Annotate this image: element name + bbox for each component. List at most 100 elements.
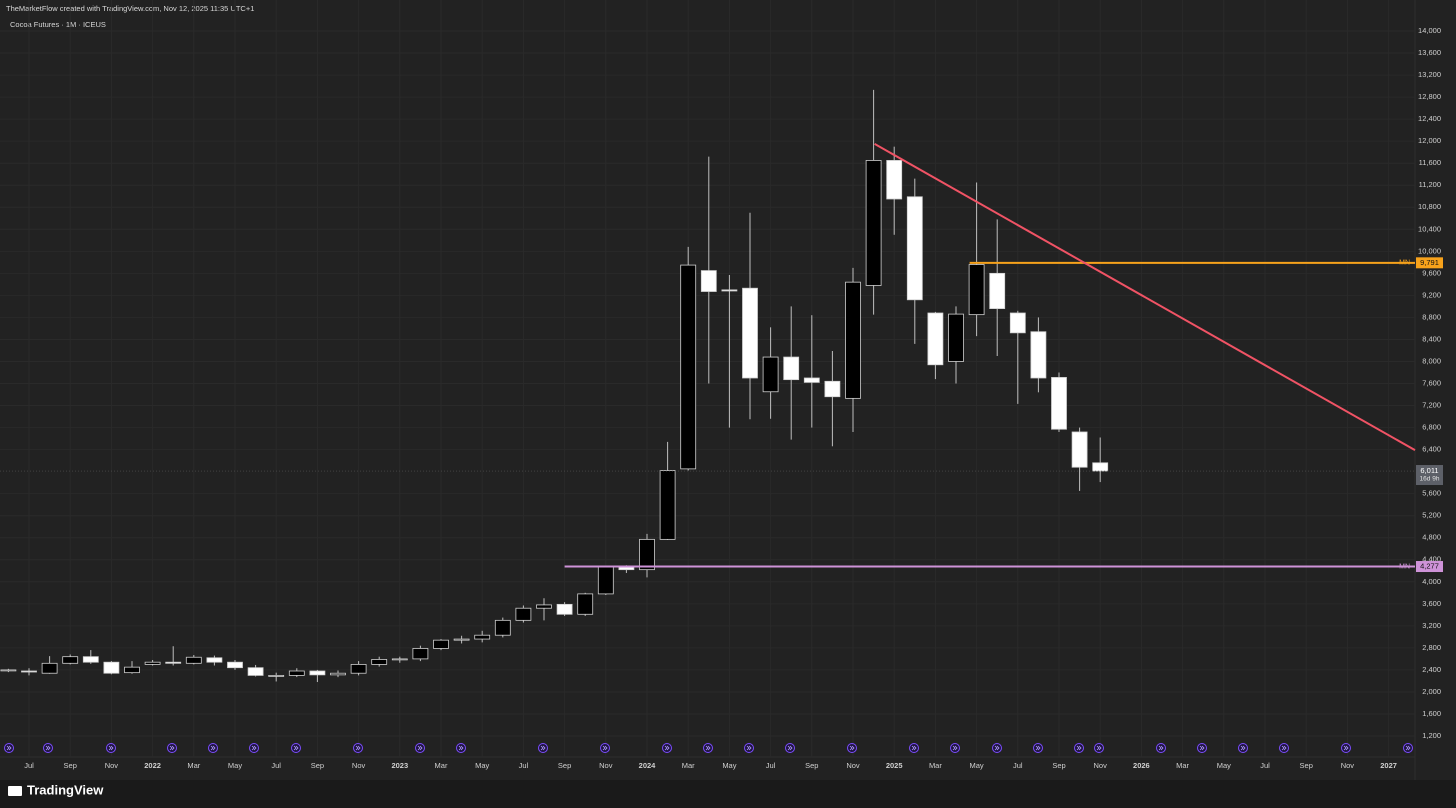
level-name: MN [1399, 260, 1410, 267]
footer-bar [0, 780, 1456, 808]
x-tick-label: Jul [1260, 761, 1270, 770]
y-tick-label: 12,000 [1418, 136, 1441, 145]
x-tick-label: Nov [1341, 761, 1355, 770]
event-icon-arrow [169, 745, 175, 751]
x-tick-label: Mar [682, 761, 695, 770]
candle-body [906, 196, 923, 301]
x-tick-label: Nov [105, 761, 119, 770]
candle-body [783, 356, 800, 381]
candle-body [865, 160, 882, 286]
x-tick-label: Jul [24, 761, 34, 770]
candle-body [0, 669, 17, 672]
chart-title: Cocoa Futures · 1M · ICEUS [10, 20, 106, 29]
x-tick-label: Jul [766, 761, 776, 770]
x-tick-label: 2025 [886, 761, 903, 770]
level-price-box [1416, 561, 1443, 573]
candle-body [845, 281, 861, 399]
level-price-label: 9,791 [1420, 258, 1439, 267]
event-icon-arrow [602, 745, 608, 751]
event-icon-arrow [6, 745, 12, 751]
x-tick-label: 2022 [144, 761, 161, 770]
candle-body [124, 666, 140, 674]
y-tick-label: 3,600 [1422, 599, 1441, 608]
event-icon-arrow [417, 745, 423, 751]
x-tick-label: May [722, 761, 736, 770]
y-tick-label: 8,400 [1422, 334, 1441, 343]
x-tick-label: Sep [805, 761, 818, 770]
candle-body [721, 289, 738, 292]
plot-background [0, 0, 1456, 780]
x-tick-label: Jul [1013, 761, 1023, 770]
candle-body [185, 656, 202, 664]
x-tick-label: 2027 [1380, 761, 1397, 770]
candle-body [762, 356, 779, 393]
candle-body [82, 656, 99, 663]
candle-body [309, 670, 326, 676]
candle-body [165, 661, 182, 664]
candle-body [1092, 462, 1109, 472]
candle-body [41, 662, 58, 674]
event-icon-arrow [108, 745, 114, 751]
x-tick-label: May [970, 761, 984, 770]
event-icon-arrow [952, 745, 958, 751]
candle-body [989, 272, 1006, 309]
candle-body [536, 604, 552, 609]
candle-body [268, 675, 285, 677]
y-tick-label: 5,200 [1422, 511, 1441, 520]
y-tick-label: 10,800 [1418, 202, 1441, 211]
y-tick-label: 10,400 [1418, 224, 1441, 233]
footer-brand: TradingView [27, 782, 104, 797]
x-tick-label: May [475, 761, 489, 770]
candle-body [206, 657, 223, 663]
x-tick-label: Sep [311, 761, 324, 770]
candle-body [639, 538, 655, 571]
candle-body [350, 663, 367, 674]
event-icon-arrow [1096, 745, 1102, 751]
x-tick-label: Mar [187, 761, 200, 770]
event-icon-arrow [705, 745, 711, 751]
y-tick-label: 13,200 [1418, 70, 1441, 79]
y-tick-label: 8,000 [1422, 356, 1441, 365]
candle-body [474, 634, 491, 640]
event-icon-arrow [911, 745, 917, 751]
level-price-box [1416, 257, 1443, 269]
logo-icon [8, 786, 22, 796]
candle-body [824, 380, 841, 398]
candle-body [948, 313, 964, 362]
x-tick-label: Mar [1176, 761, 1189, 770]
candle-body [927, 312, 944, 366]
level-name: MN [1399, 563, 1410, 570]
event-icon-arrow [1240, 745, 1246, 751]
y-tick-label: 3,200 [1422, 621, 1441, 630]
candle-body [21, 670, 37, 673]
candle-body [433, 639, 449, 649]
y-tick-label: 4,000 [1422, 577, 1441, 586]
candle-body [453, 638, 470, 641]
y-tick-label: 11,200 [1419, 180, 1441, 189]
countdown: 16d 9h [1420, 476, 1440, 483]
y-tick-label: 2,000 [1422, 687, 1441, 696]
event-icon-arrow [210, 745, 216, 751]
candle-body [700, 270, 717, 292]
candle-body [1030, 331, 1047, 379]
candle-body [412, 648, 429, 660]
x-tick-label: Nov [1094, 761, 1108, 770]
x-tick-label: Nov [846, 761, 860, 770]
event-icon-arrow [1343, 745, 1349, 751]
y-tick-label: 4,400 [1422, 555, 1441, 564]
y-tick-label: 8,800 [1422, 312, 1441, 321]
candle-body [1009, 312, 1026, 334]
y-tick-label: 1,600 [1422, 709, 1441, 718]
event-icon-arrow [1035, 745, 1041, 751]
x-tick-label: Sep [1300, 761, 1313, 770]
event-icon-arrow [1158, 745, 1164, 751]
y-tick-label: 12,800 [1418, 92, 1441, 101]
candle-body [577, 593, 594, 615]
event-icon-arrow [1076, 745, 1082, 751]
y-tick-label: 14,000 [1418, 26, 1441, 35]
event-icon-arrow [293, 745, 299, 751]
grid [0, 0, 1415, 757]
x-tick-label: Jul [271, 761, 281, 770]
y-tick-label: 13,600 [1418, 48, 1441, 57]
